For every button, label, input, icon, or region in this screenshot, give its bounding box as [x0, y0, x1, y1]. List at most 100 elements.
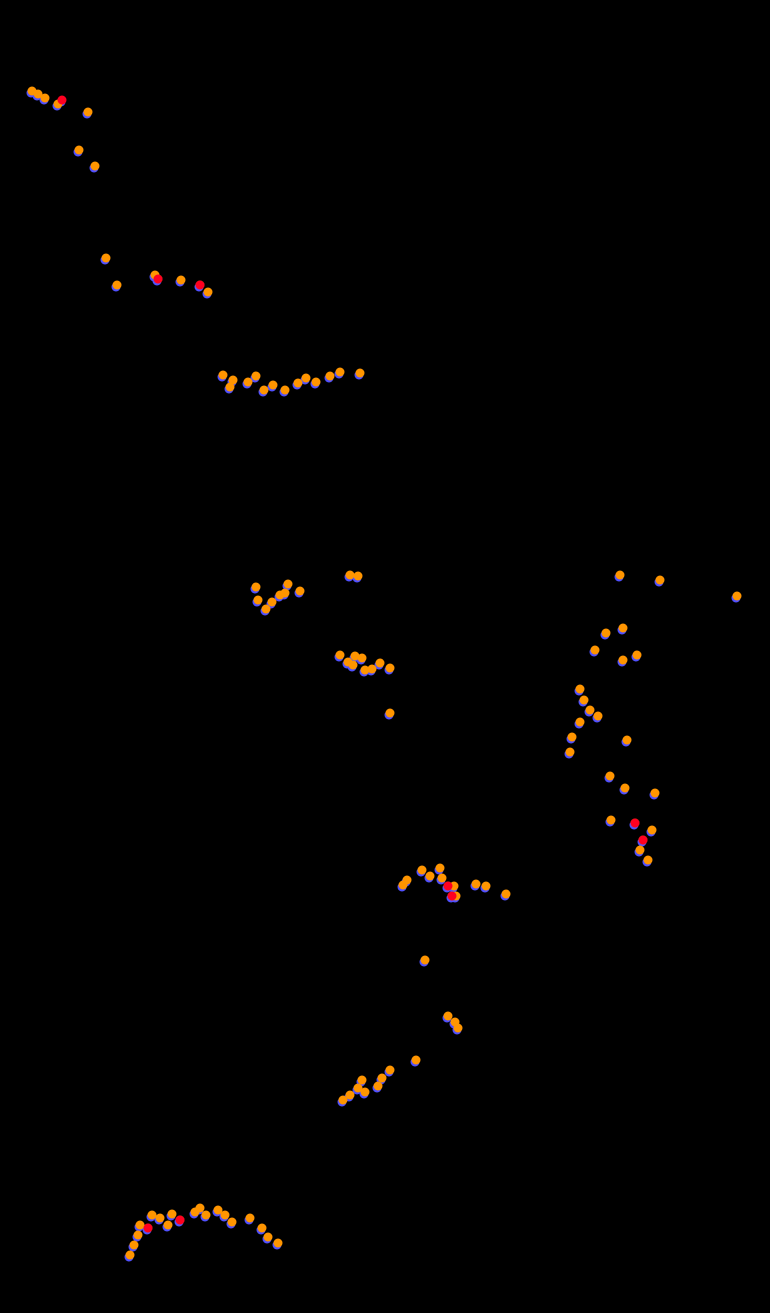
point [284, 580, 293, 589]
point [221, 1211, 230, 1220]
point [426, 872, 435, 881]
point [274, 1239, 283, 1248]
point [619, 624, 628, 633]
point [302, 374, 311, 383]
point [130, 1241, 139, 1250]
point [403, 876, 412, 885]
point [472, 880, 481, 889]
point [594, 712, 603, 721]
point [386, 1066, 395, 1075]
point [346, 571, 355, 580]
point [136, 1221, 145, 1230]
point [386, 709, 395, 718]
point [358, 1076, 367, 1085]
point [454, 1024, 463, 1033]
point [651, 789, 660, 798]
point [378, 1074, 387, 1083]
point [144, 1224, 153, 1233]
point [623, 736, 632, 745]
point [639, 836, 648, 845]
point [607, 816, 616, 825]
point [733, 592, 742, 601]
point [228, 1218, 237, 1227]
point [204, 288, 213, 297]
point [602, 629, 611, 638]
point [482, 882, 491, 891]
point [177, 276, 186, 285]
point [444, 1012, 453, 1021]
point [621, 784, 630, 793]
point [246, 1214, 255, 1223]
point [421, 956, 430, 965]
point [134, 1231, 143, 1240]
point [269, 381, 278, 390]
point [606, 772, 615, 781]
point [252, 372, 261, 381]
point [296, 587, 305, 596]
point [281, 386, 290, 395]
point [196, 281, 205, 290]
point [616, 571, 625, 580]
point [294, 379, 303, 388]
plot-background [0, 0, 770, 1313]
point [448, 892, 457, 901]
point [576, 685, 585, 694]
point [644, 856, 653, 865]
point [566, 748, 575, 757]
point [168, 1210, 177, 1219]
point [264, 1233, 273, 1242]
point [346, 1091, 355, 1100]
point [244, 378, 253, 387]
point [229, 376, 238, 385]
point [376, 659, 385, 668]
point [268, 598, 277, 607]
point [202, 1211, 211, 1220]
point [580, 696, 589, 705]
point [412, 1056, 421, 1065]
point [326, 372, 335, 381]
point [176, 1216, 185, 1225]
point [633, 651, 642, 660]
point [591, 646, 600, 655]
point [354, 572, 363, 581]
point [374, 1082, 383, 1091]
point [154, 275, 163, 284]
point [631, 819, 640, 828]
point [260, 386, 269, 395]
point [219, 371, 228, 380]
point [156, 1214, 165, 1223]
point [444, 882, 453, 891]
point [436, 864, 445, 873]
point [418, 866, 427, 875]
point [349, 661, 358, 670]
point [91, 162, 100, 171]
point [75, 146, 84, 155]
point [586, 706, 595, 715]
scatter-plot [0, 0, 770, 1313]
point [252, 583, 261, 592]
point [41, 94, 50, 103]
point [619, 656, 628, 665]
point [113, 281, 122, 290]
point [648, 826, 657, 835]
point [361, 1088, 370, 1097]
point [336, 368, 345, 377]
point [438, 874, 447, 883]
point [258, 1224, 267, 1233]
point [84, 108, 93, 117]
point [58, 96, 67, 105]
point [356, 369, 365, 378]
point [368, 665, 377, 674]
point [502, 890, 511, 899]
point [126, 1251, 135, 1260]
point [386, 664, 395, 673]
point [576, 718, 585, 727]
point [656, 576, 665, 585]
point [196, 1204, 205, 1213]
point [358, 654, 367, 663]
point [568, 733, 577, 742]
point [148, 1211, 157, 1220]
point [164, 1221, 173, 1230]
point [102, 254, 111, 263]
point [254, 596, 263, 605]
